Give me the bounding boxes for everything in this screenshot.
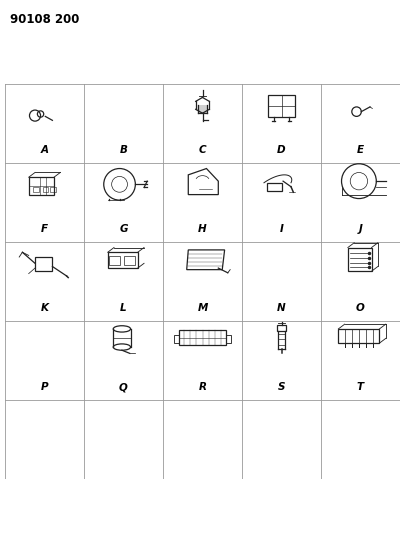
Text: G: G [119, 224, 128, 234]
Text: L: L [120, 303, 127, 313]
Text: Q: Q [119, 382, 128, 392]
Text: M: M [197, 303, 208, 313]
Text: T: T [357, 382, 364, 392]
Text: E: E [357, 145, 364, 155]
Text: P: P [40, 382, 48, 392]
Text: 90108 200: 90108 200 [10, 13, 79, 26]
Text: J: J [358, 224, 362, 234]
Text: B: B [119, 145, 128, 155]
Text: H: H [198, 224, 207, 234]
Text: A: A [40, 145, 49, 155]
Text: K: K [40, 303, 49, 313]
Text: F: F [41, 224, 48, 234]
Text: O: O [356, 303, 365, 313]
Text: R: R [198, 382, 207, 392]
Text: N: N [277, 303, 286, 313]
Text: D: D [277, 145, 286, 155]
Text: S: S [278, 382, 285, 392]
Text: I: I [279, 224, 284, 234]
Text: C: C [199, 145, 206, 155]
